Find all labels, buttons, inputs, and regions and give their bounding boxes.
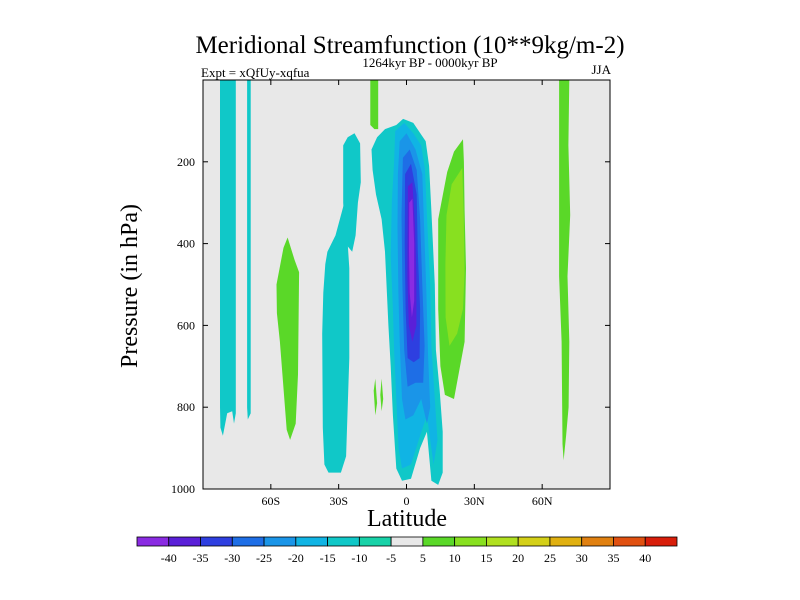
contour-region-14 [409, 198, 415, 318]
y-tick-label: 600 [177, 318, 195, 332]
colorbar-label: 15 [480, 551, 492, 565]
y-axis-label: Pressure (in hPa) [117, 204, 143, 368]
colorbar-label: 35 [607, 551, 619, 565]
colorbar-swatch [549, 536, 583, 547]
colorbar-label: 5 [420, 551, 426, 565]
axes: 60S 30S 0 30N 60N 200 400 600 800 1000 [171, 80, 610, 508]
contour-region-7 [380, 378, 384, 412]
y-tick-label: 400 [177, 237, 195, 251]
colorbar-swatch [200, 536, 233, 547]
colorbar-label: 10 [449, 551, 461, 565]
experiment-label: Expt = xQfUy-xqfua [201, 65, 310, 80]
contour-region-6 [373, 378, 378, 416]
colorbar-swatch [390, 536, 424, 547]
contour-region-5 [370, 80, 379, 130]
colorbar-swatch [263, 536, 297, 547]
colorbar-swatch [358, 536, 392, 547]
colorbar-label: -20 [288, 551, 304, 565]
season-label: JJA [591, 62, 611, 77]
colorbar-swatch [136, 536, 170, 547]
y-tick-label: 800 [177, 400, 195, 414]
contour-regions [220, 80, 571, 485]
x-tick-label: 30S [329, 494, 348, 508]
contour-region-2 [276, 237, 300, 440]
contour-region-17 [559, 80, 571, 461]
colorbar-swatch [644, 536, 678, 547]
x-tick-label: 60N [532, 494, 553, 508]
colorbar-label: 40 [639, 551, 651, 565]
colorbar-label: -5 [386, 551, 396, 565]
colorbar-label: -25 [256, 551, 272, 565]
colorbar-swatch [613, 536, 646, 547]
colorbar-swatch [517, 536, 551, 547]
colorbar-swatch [327, 536, 360, 547]
contour-region-0 [220, 80, 236, 436]
colorbar-swatch [231, 536, 265, 547]
x-tick-label: 0 [404, 494, 410, 508]
period-label: 1264kyr BP - 0000kyr BP [362, 55, 497, 70]
colorbar-swatch [581, 536, 614, 547]
colorbar-label: -10 [351, 551, 367, 565]
colorbar-label: -40 [161, 551, 177, 565]
colorbar-label: -35 [193, 551, 209, 565]
colorbar-label: 20 [512, 551, 524, 565]
x-axis-label: Latitude [367, 506, 447, 532]
colorbar-label: 30 [576, 551, 588, 565]
colorbar-swatch [454, 536, 487, 547]
contour-region-4 [343, 133, 361, 252]
colorbar: -40 -35 -30 -25 -20 -15 -10 -5 5 10 15 20 25 30 35 40 [136, 536, 678, 565]
chart-title: Meridional Streamfunction (10**9kg/m-2) [195, 32, 624, 59]
colorbar-label: -30 [224, 551, 240, 565]
y-tick-label: 200 [177, 155, 195, 169]
y-tick-label: 1000 [171, 482, 195, 496]
colorbar-swatch [422, 536, 456, 547]
contour-region-1 [247, 80, 251, 420]
colorbar-label: 25 [544, 551, 556, 565]
colorbar-label: -15 [320, 551, 336, 565]
colorbar-swatch [486, 536, 519, 547]
colorbar-swatch [168, 536, 201, 547]
contour-region-3 [322, 198, 350, 473]
colorbar-swatch [295, 536, 328, 547]
x-tick-label: 30N [464, 494, 485, 508]
contour-region-16 [445, 167, 465, 346]
x-tick-label: 60S [261, 494, 280, 508]
